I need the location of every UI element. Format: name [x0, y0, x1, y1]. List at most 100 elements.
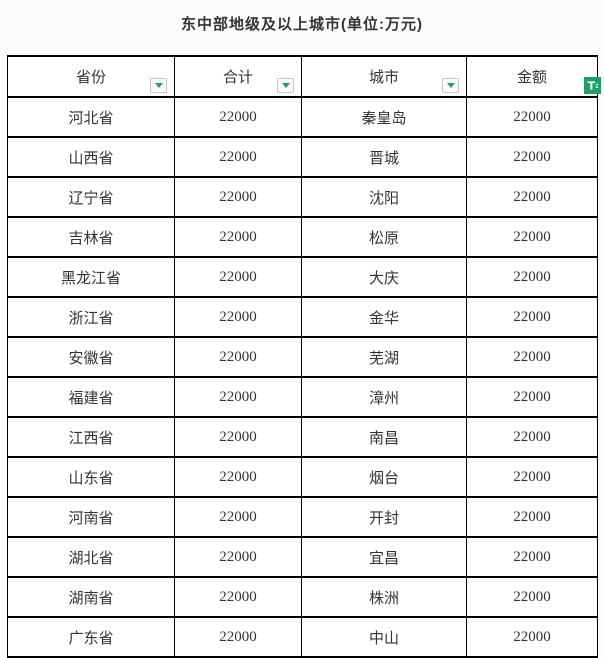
- column-header-city[interactable]: 城市: [301, 55, 467, 98]
- cell-province[interactable]: 山西省: [7, 136, 175, 178]
- table-row: 黑龙江省 22000 大庆 22000: [7, 256, 598, 298]
- chevron-down-icon: [154, 83, 163, 88]
- filter-active-button-amount[interactable]: [584, 77, 601, 94]
- column-header-label: 金额: [516, 70, 547, 86]
- cell-city[interactable]: 金华: [301, 296, 467, 338]
- cell-province[interactable]: 浙江省: [7, 296, 175, 338]
- chevron-down-icon: [281, 83, 290, 88]
- cell-province[interactable]: 广东省: [7, 616, 175, 658]
- cell-city[interactable]: 秦皇岛: [301, 96, 467, 138]
- cell-value: 22000: [513, 508, 551, 525]
- cell-city[interactable]: 漳州: [301, 376, 467, 418]
- cell-city[interactable]: 中山: [301, 616, 467, 658]
- cell-value: 22000: [219, 148, 257, 165]
- data-table: 省份 合计 城市 金额 河北省 22000 秦皇岛 22000 山西省 22000 晋城 22000…: [7, 55, 601, 658]
- cell-value: 22000: [513, 268, 551, 285]
- cell-amount[interactable]: 22000: [466, 456, 598, 498]
- cell-amount[interactable]: 22000: [466, 416, 598, 458]
- cell-amount[interactable]: 22000: [466, 96, 598, 138]
- cell-total[interactable]: 22000: [174, 216, 302, 258]
- cell-city[interactable]: 晋城: [301, 136, 467, 178]
- cell-city[interactable]: 株洲: [301, 576, 467, 618]
- cell-amount[interactable]: 22000: [466, 616, 598, 658]
- cell-city[interactable]: 开封: [301, 496, 467, 538]
- cell-province[interactable]: 河南省: [7, 496, 175, 538]
- filter-dropdown-button-city[interactable]: [442, 78, 459, 93]
- cell-amount[interactable]: 22000: [466, 176, 598, 218]
- cell-province[interactable]: 吉林省: [7, 216, 175, 258]
- cell-value: 22000: [219, 228, 257, 245]
- cell-value: 芜湖: [368, 350, 399, 367]
- cell-city[interactable]: 大庆: [301, 256, 467, 298]
- cell-value: 22000: [513, 148, 551, 165]
- cell-city[interactable]: 芜湖: [301, 336, 467, 378]
- cell-province[interactable]: 安徽省: [7, 336, 175, 378]
- cell-value: 河北省: [68, 110, 114, 127]
- cell-total[interactable]: 22000: [174, 256, 302, 298]
- column-header-label: 省份: [75, 70, 106, 86]
- cell-value: 22000: [219, 628, 257, 645]
- cell-total[interactable]: 22000: [174, 336, 302, 378]
- filter-dropdown-button-total[interactable]: [277, 78, 294, 93]
- cell-amount[interactable]: 22000: [466, 336, 598, 378]
- cell-value: 宜昌: [368, 550, 399, 567]
- cell-total[interactable]: 22000: [174, 536, 302, 578]
- table-row: 福建省 22000 漳州 22000: [7, 376, 598, 418]
- header-row: 省份 合计 城市 金额: [7, 55, 601, 98]
- cell-value: 22000: [513, 588, 551, 605]
- cell-city[interactable]: 宜昌: [301, 536, 467, 578]
- cell-amount[interactable]: 22000: [466, 376, 598, 418]
- cell-amount[interactable]: 22000: [466, 216, 598, 258]
- cell-total[interactable]: 22000: [174, 96, 302, 138]
- column-header-province[interactable]: 省份: [7, 55, 175, 98]
- cell-value: 22000: [513, 548, 551, 565]
- table-row: 安徽省 22000 芜湖 22000: [7, 336, 598, 378]
- cell-value: 22000: [219, 188, 257, 205]
- table-row: 河北省 22000 秦皇岛 22000: [7, 96, 598, 138]
- cell-city[interactable]: 沈阳: [301, 176, 467, 218]
- cell-total[interactable]: 22000: [174, 496, 302, 538]
- column-header-total[interactable]: 合计: [174, 55, 302, 98]
- cell-city[interactable]: 南昌: [301, 416, 467, 458]
- cell-city[interactable]: 烟台: [301, 456, 467, 498]
- cell-value: 浙江省: [68, 310, 114, 327]
- cell-value: 南昌: [368, 430, 399, 447]
- cell-province[interactable]: 河北省: [7, 96, 175, 138]
- cell-city[interactable]: 松原: [301, 216, 467, 258]
- cell-province[interactable]: 湖北省: [7, 536, 175, 578]
- cell-total[interactable]: 22000: [174, 616, 302, 658]
- cell-amount[interactable]: 22000: [466, 576, 598, 618]
- cell-province[interactable]: 福建省: [7, 376, 175, 418]
- filter-dropdown-button-province[interactable]: [150, 78, 167, 93]
- cell-value: 开封: [368, 510, 399, 527]
- cell-total[interactable]: 22000: [174, 416, 302, 458]
- cell-total[interactable]: 22000: [174, 296, 302, 338]
- cell-province[interactable]: 湖南省: [7, 576, 175, 618]
- table-row: 吉林省 22000 松原 22000: [7, 216, 598, 258]
- column-header-label: 合计: [222, 70, 253, 86]
- cell-amount[interactable]: 22000: [466, 496, 598, 538]
- cell-total[interactable]: 22000: [174, 456, 302, 498]
- table-row: 广东省 22000 中山 22000: [7, 616, 598, 658]
- cell-amount[interactable]: 22000: [466, 256, 598, 298]
- cell-value: 金华: [368, 310, 399, 327]
- cell-value: 22000: [219, 308, 257, 325]
- cell-province[interactable]: 辽宁省: [7, 176, 175, 218]
- cell-total[interactable]: 22000: [174, 136, 302, 178]
- cell-total[interactable]: 22000: [174, 376, 302, 418]
- table-row: 江西省 22000 南昌 22000: [7, 416, 598, 458]
- cell-province[interactable]: 黑龙江省: [7, 256, 175, 298]
- cell-value: 22000: [219, 548, 257, 565]
- cell-province[interactable]: 江西省: [7, 416, 175, 458]
- cell-amount[interactable]: 22000: [466, 296, 598, 338]
- cell-total[interactable]: 22000: [174, 576, 302, 618]
- cell-amount[interactable]: 22000: [466, 136, 598, 178]
- cell-total[interactable]: 22000: [174, 176, 302, 218]
- column-header-amount[interactable]: 金额: [466, 55, 601, 98]
- cell-province[interactable]: 山东省: [7, 456, 175, 498]
- cell-amount[interactable]: 22000: [466, 536, 598, 578]
- cell-value: 黑龙江省: [60, 270, 121, 287]
- table-row: 山东省 22000 烟台 22000: [7, 456, 598, 498]
- cell-value: 福建省: [68, 390, 114, 407]
- cell-value: 22000: [219, 508, 257, 525]
